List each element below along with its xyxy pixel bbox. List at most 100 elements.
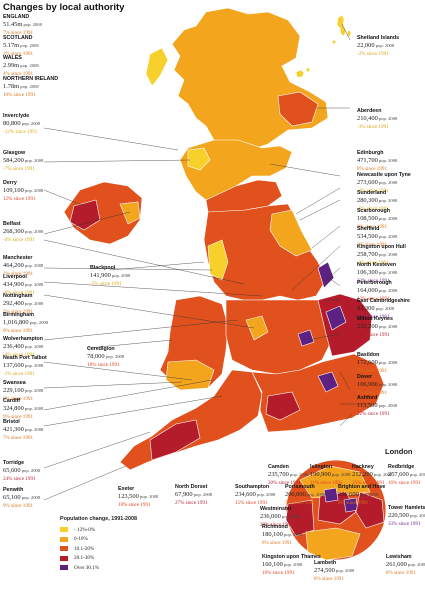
- scotland-west-isles[interactable]: [145, 47, 169, 87]
- region-label-edinburgh[interactable]: Edinburgh 471,700 pop. 2008 8% since 1991: [357, 150, 397, 173]
- legend-title: Population change, 1991-2008: [60, 516, 137, 522]
- region-label-penwith[interactable]: Penwith 65,100 pop. 2008 9% since 1991: [3, 487, 40, 510]
- region-label-sheffield[interactable]: Sheffield 534,500 pop. 2008 3% since 1991: [357, 226, 397, 249]
- region-label-neathporttalbot[interactable]: Neath Port Talbot 137,600 pop. 2008 -1% si…: [3, 355, 47, 378]
- region-label-torridge[interactable]: Torridge 65,600 pop. 2008 24% since 1991: [3, 460, 40, 483]
- region-label-richmond[interactable]: Richmond 180,100 pop. 2008 8% since 1991: [262, 524, 302, 547]
- region-label-portsmouth[interactable]: Portsmouth 200,000 pop. 2008 7% since 1991: [285, 484, 325, 507]
- region-label-kingston[interactable]: Kingston upon Thames 160,100 pop. 2008 18%…: [262, 554, 321, 577]
- region-change: -3% since 1991: [357, 259, 389, 266]
- region-name: Brighton and Hove: [338, 484, 386, 490]
- shetland-islands[interactable]: [331, 14, 352, 45]
- region-label-england[interactable]: ENGLAND 51.45m pop. 2008 7% since 1991: [3, 14, 42, 37]
- region-label-hull[interactable]: Kingston upon Hull 258,700 pop. 2008 -3% s…: [357, 244, 406, 267]
- region-label-exeter[interactable]: Exeter 123,500 pop. 2008 18% since 1991: [118, 486, 158, 509]
- region-label-belfast[interactable]: Belfast 268,300 pop. 2008 -4% since 1991: [3, 221, 43, 244]
- region-label-manchester[interactable]: Manchester 464,200 pop. 2008 3% since 1991: [3, 255, 43, 278]
- region-label-inverclyde[interactable]: Inverclyde 80,800 pop. 2008 -12% since 199…: [3, 113, 40, 136]
- region-label-eastcambs[interactable]: East Cambridgeshire 82,300 pop. 2008 35% s…: [357, 298, 410, 321]
- region-label-swansea[interactable]: Swansea 229,100 pop. 2008 0% since 1991: [3, 380, 43, 403]
- region-name: ENGLAND: [3, 14, 30, 20]
- region-label-peterborough[interactable]: Peterborough 164,000 pop. 2008 12% since 1…: [357, 280, 397, 303]
- region-name: Inverclyde: [3, 113, 30, 119]
- region-population: 200,000 pop. 2008: [285, 491, 326, 499]
- london-west[interactable]: [285, 499, 315, 537]
- region-label-northkesteven[interactable]: North Kesteven 106,300 pop. 2008 33% since…: [357, 262, 397, 285]
- cambs-top-growth[interactable]: [325, 305, 347, 331]
- region-population: 106,900 pop. 2008: [357, 381, 398, 389]
- region-label-blackpool[interactable]: Blackpool 141,900 pop. 2008 -5% since 1991: [90, 265, 130, 288]
- fens-top-growth[interactable]: [317, 261, 335, 289]
- region-label-wolverhampton[interactable]: Wolverhampton 236,400 pop. 2008 -4% since …: [3, 336, 43, 359]
- region-label-glasgow[interactable]: Glasgow 584,200 pop. 2008 -7% since 1991: [3, 150, 43, 173]
- region-change: 9% since 1991: [3, 413, 33, 420]
- north-england-east[interactable]: [269, 209, 313, 257]
- region-label-islington[interactable]: Islington 190,900 pop. 2008 11% since 1991: [310, 464, 350, 487]
- region-label-lambeth[interactable]: Lambeth 274,500 pop. 2008 8% since 1991: [314, 560, 354, 583]
- scotland-highlands[interactable]: [171, 7, 329, 151]
- legend-label: Over 30.1%: [74, 564, 100, 571]
- birmingham-area[interactable]: [245, 315, 269, 341]
- legend-swatch: [60, 546, 68, 552]
- glasgow-area[interactable]: [187, 147, 211, 171]
- region-name: Aberdeen: [357, 108, 382, 114]
- region-name: Belfast: [3, 221, 21, 227]
- region-label-scotland[interactable]: SCOTLAND 5.17m pop. 2008 2% since 1991: [3, 35, 39, 58]
- region-change: 12% since 1991: [3, 195, 36, 202]
- region-label-shetland[interactable]: Shetland Islands 22,000 pop. 2008 -2% sinc…: [357, 35, 399, 58]
- orkney-islands[interactable]: [295, 67, 311, 78]
- london-south[interactable]: [305, 527, 361, 561]
- region-label-ni[interactable]: NORTHERN IRELAND 1.78m pop. 2008 10% since…: [3, 76, 58, 99]
- region-label-wales[interactable]: WALES 2.99m pop. 2008 4% since 1991: [3, 55, 39, 78]
- london-north[interactable]: [299, 465, 371, 499]
- region-change: 0% since 1991: [3, 395, 33, 402]
- region-label-miltonkeynes[interactable]: Milton Keynes 232,200 pop. 2008 30% since …: [357, 316, 397, 339]
- region-label-sunderland[interactable]: Sunderland 280,300 pop. 2008 -6% since 199…: [357, 190, 397, 213]
- region-label-dover[interactable]: Dover 106,900 pop. 2008 2% since 1991: [357, 374, 397, 397]
- legend-item: Over 30.1%: [60, 563, 137, 573]
- region-population: 210,400 pop. 2008: [357, 115, 398, 123]
- legend-label: 0-10%: [74, 536, 88, 543]
- region-label-westminster[interactable]: Westminster 236,000 pop. 2008 28% since 19…: [260, 506, 300, 529]
- region-label-southampton[interactable]: Southampton 234,600 pop. 2008 15% since 19…: [235, 484, 275, 507]
- mk-top-growth[interactable]: [297, 329, 315, 347]
- region-label-liverpool[interactable]: Liverpool 434,900 pop. 2008 -9% since 1991: [3, 274, 43, 297]
- region-change: 4% since 1991: [3, 70, 33, 77]
- wales-south[interactable]: [165, 359, 215, 391]
- region-label-cardiff[interactable]: Cardiff 324,800 pop. 2008 9% since 1991: [3, 398, 43, 421]
- london-mainland[interactable]: [317, 371, 339, 393]
- scotland-central-belt[interactable]: [179, 139, 293, 201]
- london-camden[interactable]: [323, 487, 339, 503]
- region-population: 324,800 pop. 2008: [3, 405, 44, 413]
- region-label-derry[interactable]: Derry 109,100 pop. 2008 12% since 1991: [3, 180, 43, 203]
- region-label-aberdeen[interactable]: Aberdeen 210,400 pop. 2008 -3% since 1991: [357, 108, 397, 131]
- devon-cornwall[interactable]: [149, 419, 201, 461]
- region-label-ceredigion[interactable]: Ceredigion 78,000 pop. 2008 18% since 1991: [87, 346, 124, 369]
- region-population: 113,500 pop. 2008: [357, 402, 398, 410]
- region-name: Ashford: [357, 395, 378, 401]
- region-label-lewisham[interactable]: Lewisham 261,600 pop. 2008 8% since 1991: [386, 554, 425, 577]
- northwest-coast[interactable]: [207, 239, 229, 281]
- legend-swatch: [60, 536, 68, 542]
- region-name: Blackpool: [90, 265, 116, 271]
- region-label-nottingham[interactable]: Nottingham 292,400 pop. 2008 5% since 1991: [3, 293, 43, 316]
- belfast-area[interactable]: [119, 201, 141, 225]
- region-label-northdorset[interactable]: North Dorset 67,900 pop. 2008 27% since 19…: [175, 484, 212, 507]
- region-label-scarborough[interactable]: Scarborough 108,500 pop. 2008 0% since 199…: [357, 208, 397, 231]
- region-label-basildon[interactable]: Basildon 172,600 pop. 2008 7% since 1991: [357, 352, 397, 375]
- region-label-ashford[interactable]: Ashford 113,500 pop. 2008 22% since 1991: [357, 395, 397, 418]
- region-label-hackney[interactable]: Hackney 212,200 pop. 2008 15% since 1991: [352, 464, 392, 487]
- region-change: 35% since 1991: [357, 313, 390, 320]
- ni-west[interactable]: [69, 199, 101, 231]
- scotland-ne[interactable]: [277, 91, 319, 127]
- south-east-growth[interactable]: [265, 391, 301, 421]
- region-label-camden[interactable]: Camden 235,700 pop. 2008 30% since 1991: [268, 464, 308, 487]
- region-label-brighton[interactable]: Brighton and Hove 256,600 pop. 2008 6% sin…: [338, 484, 385, 507]
- region-label-birmingham[interactable]: Birmingham 1,016,800 pop. 2008 0% since 19…: [3, 312, 48, 335]
- region-label-bristol[interactable]: Bristol 421,300 pop. 2008 7% since 1991: [3, 419, 43, 442]
- london-east[interactable]: [355, 491, 385, 529]
- midlands[interactable]: [225, 299, 333, 375]
- region-label-newcastle[interactable]: Newcastle upon Tyne 273,600 pop. 2008 -4% …: [357, 172, 411, 195]
